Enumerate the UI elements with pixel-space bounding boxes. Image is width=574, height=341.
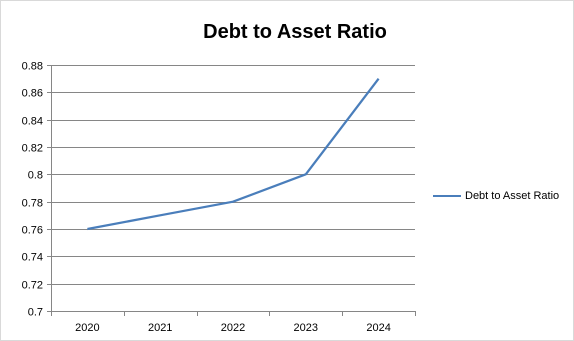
- y-tick-labels: 0.7 0.72 0.74 0.76 0.78 0.8 0.82 0.84 0.86 0.88: [22, 61, 43, 319]
- legend-swatch: [433, 195, 461, 197]
- legend: Debt to Asset Ratio: [433, 190, 559, 202]
- y-tick-label: 0.78: [22, 198, 43, 210]
- y-tick-label: 0.84: [22, 116, 43, 128]
- y-tick-label: 0.86: [22, 88, 43, 100]
- x-tick-label: 2020: [75, 322, 99, 334]
- gridlines: [51, 65, 415, 285]
- series: [87, 78, 380, 231]
- series-line: [87, 78, 380, 231]
- y-tick-label: 0.72: [22, 280, 43, 292]
- y-tick-label: 0.8: [28, 170, 43, 182]
- axes: [47, 65, 416, 316]
- x-tick-label: 2022: [221, 322, 245, 334]
- y-tick-label: 0.7: [28, 307, 43, 319]
- y-tick-label: 0.76: [22, 225, 43, 237]
- y-tick-label: 0.88: [22, 61, 43, 73]
- y-tick-label: 0.82: [22, 143, 43, 155]
- x-tick-label: 2023: [294, 322, 318, 334]
- chart-title: Debt to Asset Ratio: [203, 21, 387, 43]
- legend-label: Debt to Asset Ratio: [465, 190, 560, 202]
- y-tick-label: 0.74: [22, 252, 43, 264]
- x-tick-label: 2021: [148, 322, 172, 334]
- x-tick-labels: 2020 2021 2022 2023 2024: [75, 322, 391, 334]
- x-tick-label: 2024: [366, 322, 390, 334]
